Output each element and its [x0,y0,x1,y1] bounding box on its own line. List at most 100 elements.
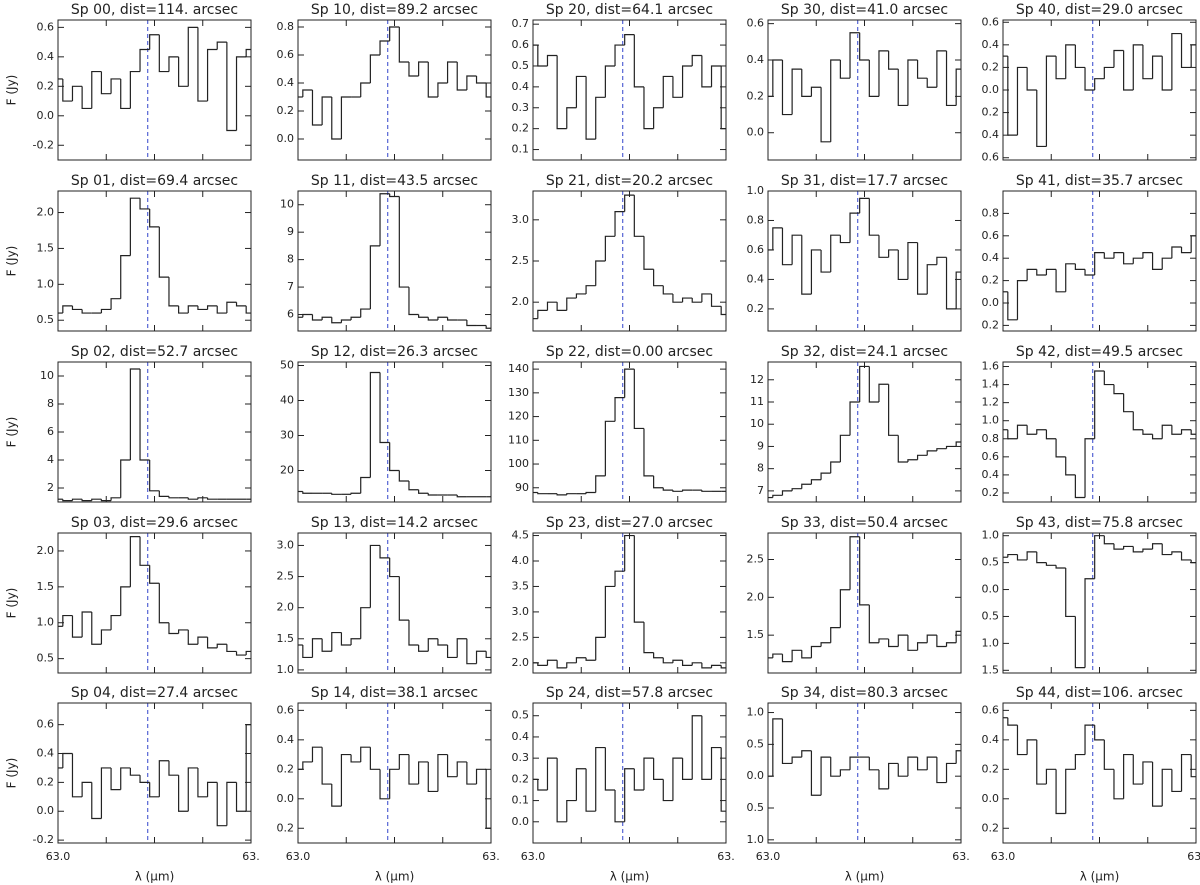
spectrum-step [206,781,218,797]
spectrum-step [120,767,131,790]
spectrum-step [888,384,899,436]
spectrum-step [604,65,616,98]
spectrum-step [1036,551,1047,564]
spectrum-step [604,235,616,261]
panel-title: Sp 34, dist=80.3 arcsec [781,685,948,701]
spectrum-step [945,762,957,783]
spectrum-step [849,212,860,243]
spectrum-step [62,614,73,627]
spectrum-step [1171,551,1182,555]
spectrum-step [1065,568,1076,618]
y-tick-label: 130 [508,386,529,399]
spectrum-step [446,61,458,83]
y-tick-label: 9 [757,439,764,452]
y-tick-label: 0.2 [277,762,295,775]
spectrum-step [1074,616,1086,669]
spectrum-step [907,59,918,106]
spectrum-step [691,662,702,666]
spectrum-step [1142,252,1153,259]
spectrum-step [302,645,313,659]
spectrum-step [936,635,947,648]
spectrum-step [662,285,673,295]
y-tick-label: 1.0 [37,616,55,629]
spectrum-step [653,269,664,287]
spectrum-step [662,779,673,802]
spectrum-step [772,653,783,658]
y-tick-label: 0.4 [982,128,1000,141]
panel-title: Sp 31, dist=17.7 arcsec [781,173,948,189]
spectrum-step [340,753,352,807]
spectrum-step [1007,429,1018,440]
spectrum-step [1026,551,1037,560]
spectrum-step [1094,78,1105,90]
spectrum-step [907,635,918,651]
spectrum-step [897,435,908,463]
spectrum-step [321,638,332,652]
spectrum-step [360,607,371,639]
spectrum-step [216,643,227,648]
spectrum-step [791,68,802,115]
spectrum-step [710,293,722,307]
spectrum-step [916,454,928,460]
y-tick-label: 140 [508,362,529,375]
spectrum-step [781,60,793,116]
spectrum-step [633,195,644,237]
panel-title: Sp 22, dist=0.00 arcsec [546,344,713,360]
spectrum-step [235,56,247,131]
y-tick-label: 10 [40,369,54,382]
y-tick-label: 8 [757,462,764,475]
y-tick-label: 0.8 [982,206,1000,219]
spectrum-step [781,227,793,266]
spectrum-step [810,86,822,97]
spectrum-step [360,476,371,494]
spectrum-step [1180,247,1192,254]
spectrum-step [245,305,251,314]
y-tick-label: 0.6 [512,38,530,51]
spectrum-step [197,767,208,798]
spectrum-step [633,768,644,791]
spectrum-step [350,316,361,321]
spectrum-step [110,497,121,501]
spectrum-step [62,305,73,314]
panel: Sp 31, dist=17.7 arcsec 0.2 0.4 0.6 0.8 1.0 [747,173,962,332]
y-tick-label: 2.0 [512,295,530,308]
spectrum-step [100,629,112,645]
spectrum-step [820,642,831,647]
spectrum-step [245,48,251,57]
panel: Sp 44, dist=106. arcsec 0.2 0.0 0.2 0.4 0.6 63… [982,685,1200,884]
spectrum-step [389,193,400,198]
spectrum-step [427,317,438,321]
spectrum-step [791,488,802,491]
spectrum-step [398,27,409,63]
spectrum-step [772,718,783,777]
spectrum-step [475,650,487,664]
plot-frame [297,361,492,503]
spectrum-step [1045,429,1057,440]
spectrum-step [1036,429,1047,435]
spectrum-step [604,747,616,791]
spectrum-step [408,62,419,77]
spectrum-step [360,308,371,318]
y-tick-label: 0.0 [277,792,295,805]
y-tick-label: 40 [280,394,294,407]
spectrum-step [197,305,208,311]
panel: Sp 03, dist=29.6 arcsec 0.5 1.0 1.5 2.0 F (Jy… [5,515,252,674]
spectrum-step [427,493,438,496]
plot-frame [1002,361,1197,503]
spectrum-step [302,491,313,494]
spectrum-step [643,757,654,790]
spectrum-step [158,583,169,624]
y-tick-label: 1.5 [37,241,55,254]
spectrum-step [1132,257,1143,264]
spectrum-step [158,760,169,797]
spectrum-step [129,368,141,460]
spectrum-step [681,758,693,780]
y-tick-label: 0.6 [277,48,295,61]
spectrum-step [91,498,102,501]
spectrum-step [672,659,683,663]
spectrum-step [604,585,616,638]
spectrum-step [1151,252,1163,270]
spectrum-step [120,255,131,299]
y-tick-label: 2.0 [747,590,765,603]
spectrum-step [226,42,237,132]
